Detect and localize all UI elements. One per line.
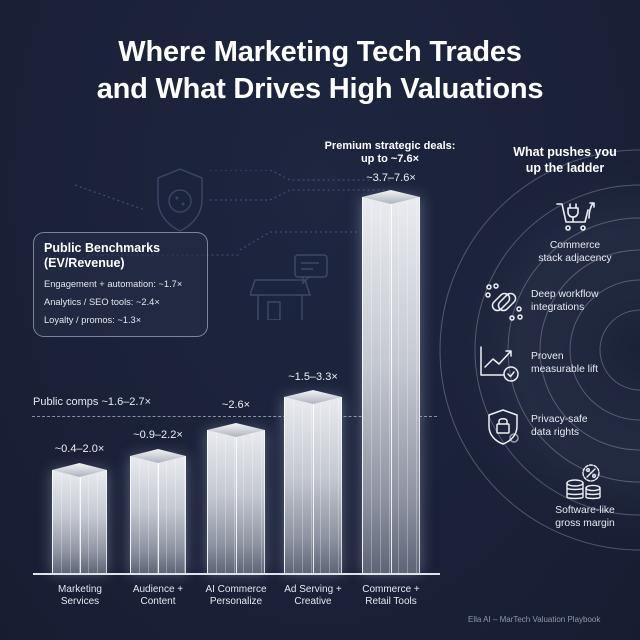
chart-check-icon [480,346,519,382]
bar-audience-content: ~0.9–2.2× [130,429,186,573]
driver-deep-workflow: Deep workflow integrations [531,289,599,314]
driver-line-2: gross margin [555,517,615,529]
title-line-1: Where Marketing Tech Trades [118,36,522,68]
category-line-1: Marketing [58,584,102,595]
bar-body [362,197,420,573]
bar-value-label: ~1.5–3.3× [288,371,338,383]
category-line-1: AI Commerce [205,584,267,595]
bar-body [207,430,265,573]
category-line-2: Retail Tools [365,596,417,607]
x-axis-baseline [33,573,440,575]
benchmark-item: Engagement + automation: ~1.7× [44,279,183,289]
bar-value-label: ~2.6× [221,399,251,411]
driver-line-1: Software-like [555,505,615,516]
bar-value-label: ~3.7–7.6× [366,172,416,184]
bar-top [52,463,107,477]
category-label-marketing-services: Marketing Services [35,584,125,608]
bar-top [207,423,265,437]
bar-body [130,456,186,573]
public-benchmarks-card: Public Benchmarks (EV/Revenue) Engagemen… [33,232,208,337]
category-line-2: Creative [294,596,332,607]
bar-ai-commerce-personalize: ~2.6× [207,399,265,573]
chain-link-icon [485,283,523,321]
premium-deals-annotation: Premium strategic deals: up to ~7.6× [300,140,480,166]
cart-plug-icon [556,202,595,231]
bar-commerce-retail-tools: ~3.7–7.6× [362,172,420,573]
bar-value-label: ~0.4–2.0× [54,443,105,455]
page-title: Where Marketing Tech Trades and What Dri… [0,34,640,108]
category-line-1: Audience + [132,584,184,595]
bar-marketing-services: ~0.4–2.0× [52,443,107,573]
drivers-title-line-2: up the ladder [525,161,605,175]
category-label-ad-serving-creative: Ad Serving + Creative [268,584,358,608]
category-line-1: Ad Serving + [284,584,342,595]
bar-top [130,449,186,463]
driver-line-2: stack adjacency [538,252,612,264]
category-line-2: Content [140,596,176,607]
category-line-2: Personalize [209,596,263,607]
concentric-rings-decoration [435,145,640,555]
bar-top [284,390,342,404]
bar-top [362,190,420,204]
drivers-title: What pushes you up the ladder [495,144,635,176]
benchmark-item: Loyalty / promos: ~1.3× [44,315,142,325]
premium-line-1: Premium strategic deals: [324,140,456,152]
premium-line-2: up to ~7.6× [360,153,420,165]
footer-credit: Ella AI – MarTech Valuation Playbook [468,615,601,624]
benchmark-item: Analytics / SEO tools: ~2.4× [44,297,160,307]
coins-percent-icon [566,464,601,500]
drivers-title-line-1: What pushes you [513,145,617,159]
driver-privacy-safe: Privacy-safe data rights [531,414,588,439]
benchmarks-title-line-1: Public Benchmarks [44,241,161,255]
category-label-ai-commerce-personalize: AI Commerce Personalize [191,584,281,608]
title-line-2: and What Drives High Valuations [96,73,544,105]
driver-line-1: Privacy-safe [531,414,588,425]
bar-body [284,397,342,573]
public-comps-reference-line [32,416,437,417]
public-comps-label: Public comps ~1.6–2.7× [33,396,152,408]
benchmarks-title: Public Benchmarks (EV/Revenue) [44,241,197,271]
driver-software-margin: Software-like gross margin [540,505,630,530]
category-label-audience-content: Audience + Content [113,584,203,608]
driver-commerce-stack: Commerce stack adjacency [535,240,615,265]
driver-line-1: Commerce [549,240,601,251]
benchmarks-title-line-2: (EV/Revenue) [44,256,125,270]
driver-line-2: data rights [531,426,580,438]
driver-line-1: Deep workflow [531,289,599,300]
shield-lock-icon [488,409,519,445]
driver-line-2: integrations [531,301,585,313]
storefront-chat-icon [250,254,328,320]
driver-line-2: measurable lift [531,363,598,375]
driver-line-1: Proven [531,351,564,362]
bar-value-label: ~0.9–2.2× [133,429,183,441]
category-line-1: Commerce + [362,584,420,595]
category-line-2: Services [60,596,100,607]
category-label-commerce-retail-tools: Commerce + Retail Tools [346,584,436,608]
bar-body [52,470,107,573]
shield-cookie-icon [157,168,203,232]
bar-ad-serving-creative: ~1.5–3.3× [284,371,342,573]
driver-proven-lift: Proven measurable lift [531,351,598,376]
